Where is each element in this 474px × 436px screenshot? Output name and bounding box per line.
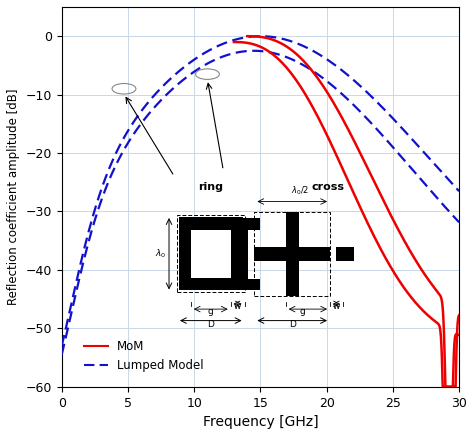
Legend: MoM, Lumped Model: MoM, Lumped Model xyxy=(80,336,209,377)
Y-axis label: Reflection coefficient amplitude [dB]: Reflection coefficient amplitude [dB] xyxy=(7,89,20,305)
X-axis label: Frequency [GHz]: Frequency [GHz] xyxy=(202,415,318,429)
